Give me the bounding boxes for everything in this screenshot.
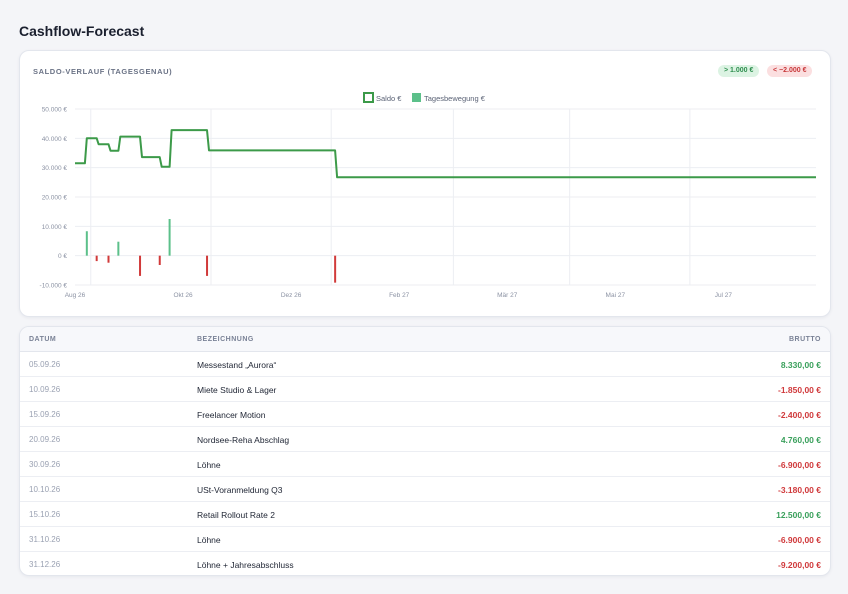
column-header-date[interactable]: DATUM — [29, 336, 57, 343]
y-tick-label: 10.000 € — [42, 224, 68, 231]
table-row[interactable]: 05.09.26 Messestand „Aurora“ 8.330,00 € — [20, 352, 830, 377]
daily-movement-bar — [334, 255, 337, 283]
x-tick-label: Okt 26 — [173, 292, 193, 299]
row-date: 05.09.26 — [29, 360, 61, 369]
table-header: DATUM BEZEICHNUNG BRUTTO — [20, 327, 830, 352]
row-name: Nordsee-Reha Abschlag — [197, 435, 290, 445]
row-date: 15.10.26 — [29, 510, 61, 519]
saldo-chart-card: SALDO-VERLAUF (TAGESGENAU) > 1.000 € < −… — [19, 50, 831, 317]
daily-movement-bar — [139, 255, 142, 276]
daily-movement-bar — [158, 255, 161, 265]
table-row[interactable]: 15.09.26 Freelancer Motion -2.400,00 € — [20, 402, 830, 427]
x-tick-label: Jul 27 — [715, 292, 733, 299]
table-row[interactable]: 31.10.26 Löhne -6.900,00 € — [20, 527, 830, 552]
column-header-amount[interactable]: BRUTTO — [788, 336, 821, 343]
row-date: 30.09.26 — [29, 460, 61, 469]
row-name: Löhne — [197, 460, 221, 470]
y-tick-label: 0 € — [58, 253, 67, 260]
daily-movement-bar — [107, 255, 110, 263]
row-name: Messestand „Aurora“ — [197, 360, 277, 370]
saldo-line — [75, 129, 816, 179]
table-row[interactable]: 10.09.26 Miete Studio & Lager -1.850,00 € — [20, 377, 830, 402]
daily-movement-bar — [95, 255, 98, 262]
y-tick-label: 40.000 € — [42, 136, 68, 143]
row-amount: 8.330,00 € — [780, 360, 821, 370]
row-amount: -6.900,00 € — [777, 535, 821, 545]
row-date: 10.10.26 — [29, 485, 61, 494]
legend-movement-swatch — [412, 93, 421, 102]
x-tick-label: Mär 27 — [497, 292, 518, 299]
row-name: USt-Voranmeldung Q3 — [197, 485, 283, 495]
column-header-name[interactable]: BEZEICHNUNG — [197, 336, 254, 343]
row-date: 15.09.26 — [29, 410, 61, 419]
x-tick-label: Dez 26 — [281, 292, 302, 299]
table-row[interactable]: 20.09.26 Nordsee-Reha Abschlag 4.760,00 € — [20, 427, 830, 452]
row-name: Löhne — [197, 535, 221, 545]
legend-saldo-swatch — [363, 92, 374, 103]
y-tick-label: 30.000 € — [42, 165, 68, 172]
daily-movement-bar — [85, 231, 88, 256]
daily-movement-bar — [117, 241, 120, 256]
daily-movement-bar — [168, 219, 171, 256]
row-amount: -9.200,00 € — [777, 560, 821, 570]
table-row[interactable]: 15.10.26 Retail Rollout Rate 2 12.500,00 € — [20, 502, 830, 527]
page-title: Cashflow-Forecast — [19, 23, 145, 39]
saldo-chart: 50.000 € 40.000 € 30.000 € 20.000 € 10.000 €… — [40, 92, 816, 299]
row-name: Löhne + Jahresabschluss — [197, 560, 294, 570]
row-amount: -2.400,00 € — [777, 410, 821, 420]
y-tick-label: 50.000 € — [42, 107, 68, 114]
table-row[interactable]: 31.12.26 Löhne + Jahresabschluss -9.200,00… — [20, 552, 830, 575]
transactions-table: DATUM BEZEICHNUNG BRUTTO 05.09.26 Messest… — [19, 326, 831, 576]
row-amount: 12.500,00 € — [776, 510, 821, 520]
row-amount: -3.180,00 € — [777, 485, 821, 495]
table-row[interactable]: 10.10.26 USt-Voranmeldung Q3 -3.180,00 € — [20, 477, 830, 502]
row-name: Retail Rollout Rate 2 — [197, 510, 275, 520]
x-tick-label: Feb 27 — [389, 292, 410, 299]
y-tick-label: 20.000 € — [42, 195, 68, 202]
chart-title: SALDO-VERLAUF (TAGESGENAU) — [33, 67, 173, 76]
positive-threshold-badge: > 1.000 € — [718, 65, 760, 77]
daily-movement-bar — [206, 255, 209, 276]
x-tick-label: Aug 26 — [65, 292, 86, 299]
x-tick-label: Mai 27 — [606, 292, 626, 299]
table-row[interactable]: 30.09.26 Löhne -6.900,00 € — [20, 452, 830, 477]
legend-movement-label: Tagesbewegung € — [424, 94, 486, 103]
row-amount: 4.760,00 € — [780, 435, 821, 445]
row-amount: -6.900,00 € — [777, 460, 821, 470]
row-amount: -1.850,00 € — [777, 385, 821, 395]
row-name: Freelancer Motion — [197, 410, 266, 420]
legend-saldo-label: Saldo € — [376, 94, 402, 103]
row-date: 10.09.26 — [29, 385, 61, 394]
negative-threshold-badge: < −2.000 € — [767, 65, 813, 77]
row-date: 31.10.26 — [29, 535, 61, 544]
row-date: 31.12.26 — [29, 560, 61, 569]
y-tick-label: -10.000 € — [40, 283, 68, 290]
row-name: Miete Studio & Lager — [197, 385, 277, 395]
row-date: 20.09.26 — [29, 435, 61, 444]
